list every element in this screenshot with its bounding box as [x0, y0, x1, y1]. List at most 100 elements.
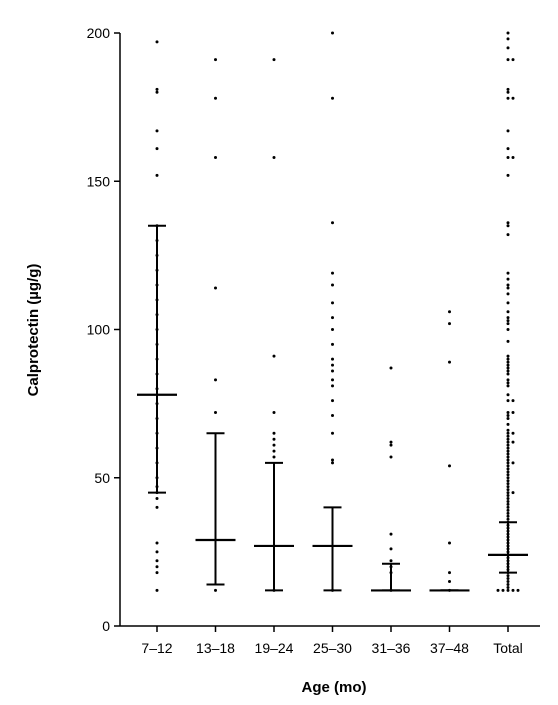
- data-point: [506, 422, 510, 426]
- data-point: [214, 58, 217, 62]
- median-iqr-bars: [137, 224, 528, 592]
- data-point: [331, 399, 334, 403]
- data-point: [506, 413, 510, 417]
- data-point: [506, 502, 510, 506]
- data-point: [506, 277, 510, 281]
- data-point: [448, 580, 451, 584]
- data-point: [506, 31, 510, 35]
- data-point: [506, 455, 510, 459]
- data-point: [511, 58, 515, 62]
- data-point: [511, 156, 515, 160]
- data-point: [511, 491, 515, 495]
- data-point: [506, 384, 510, 388]
- data-point: [506, 357, 510, 361]
- data-point: [155, 505, 159, 509]
- data-point: [506, 582, 510, 586]
- data-point: [506, 292, 510, 296]
- data-point: [506, 328, 510, 331]
- data-point: [506, 514, 510, 518]
- data-point: [511, 431, 515, 435]
- data-point: [511, 96, 515, 100]
- data-point: [506, 431, 510, 435]
- y-tick-label: 200: [87, 25, 111, 41]
- data-point: [506, 505, 510, 509]
- data-point: [506, 399, 510, 403]
- data-point: [506, 452, 510, 456]
- data-point: [506, 221, 510, 225]
- data-point: [506, 470, 510, 474]
- data-point: [506, 458, 510, 462]
- data-point: [214, 156, 217, 160]
- data-point: [511, 440, 515, 444]
- data-point: [506, 271, 510, 275]
- data-point: [448, 464, 451, 468]
- data-point: [331, 316, 334, 320]
- data-point: [506, 482, 510, 486]
- data-point: [506, 428, 510, 432]
- data-point: [272, 455, 276, 459]
- data-point: [155, 173, 159, 177]
- data-point: [506, 585, 510, 589]
- data-point: [506, 90, 510, 94]
- data-point: [506, 322, 510, 326]
- data-point: [506, 588, 510, 592]
- data-point: [506, 393, 510, 397]
- data-point: [506, 37, 510, 41]
- y-tick-label: 100: [87, 322, 111, 338]
- data-point: [155, 129, 159, 133]
- data-point: [506, 499, 510, 503]
- x-tick-label: 19–24: [255, 640, 294, 656]
- data-point: [448, 310, 451, 314]
- data-point: [155, 40, 159, 44]
- data-point: [506, 485, 510, 489]
- data-point: [506, 283, 510, 287]
- data-point: [331, 369, 334, 373]
- data-point: [155, 588, 159, 592]
- data-point: [155, 559, 159, 563]
- data-point: [506, 354, 510, 358]
- data-point: [389, 547, 393, 551]
- data-point: [506, 449, 510, 453]
- data-point: [506, 479, 510, 483]
- data-point: [448, 541, 451, 545]
- data-point: [331, 357, 334, 361]
- data-point: [506, 378, 510, 382]
- data-point: [501, 588, 505, 592]
- x-tick-label: 7–12: [141, 640, 172, 656]
- data-point: [331, 328, 334, 331]
- x-tick-label: 13–18: [196, 640, 235, 656]
- data-point: [506, 363, 510, 367]
- data-point: [448, 360, 451, 364]
- data-point: [516, 588, 520, 592]
- data-point: [155, 147, 159, 151]
- data-point: [506, 440, 510, 444]
- x-tick-label: Total: [493, 640, 523, 656]
- data-point: [331, 96, 334, 100]
- data-point: [155, 571, 159, 575]
- data-point: [511, 461, 515, 465]
- y-tick-label: 50: [94, 470, 110, 486]
- data-point: [506, 316, 510, 320]
- data-point: [506, 173, 510, 177]
- data-point: [511, 411, 515, 415]
- data-point: [155, 550, 159, 554]
- data-point: [506, 443, 510, 447]
- data-point: [506, 461, 510, 465]
- data-point: [506, 508, 510, 512]
- y-tick-label: 150: [87, 173, 111, 189]
- data-point: [331, 461, 334, 465]
- data-point: [506, 467, 510, 471]
- data-point: [272, 354, 276, 358]
- data-point: [272, 437, 276, 441]
- y-axis-title: Calprotectin (µg/g): [25, 264, 42, 397]
- data-point: [506, 233, 510, 237]
- data-point: [214, 286, 217, 290]
- data-point: [511, 399, 515, 403]
- data-point: [506, 339, 510, 343]
- data-point: [506, 464, 510, 468]
- data-point: [506, 286, 510, 290]
- y-axis: 0 50 100 150 200: [87, 25, 121, 634]
- data-point: [214, 378, 217, 382]
- data-point: [448, 322, 451, 326]
